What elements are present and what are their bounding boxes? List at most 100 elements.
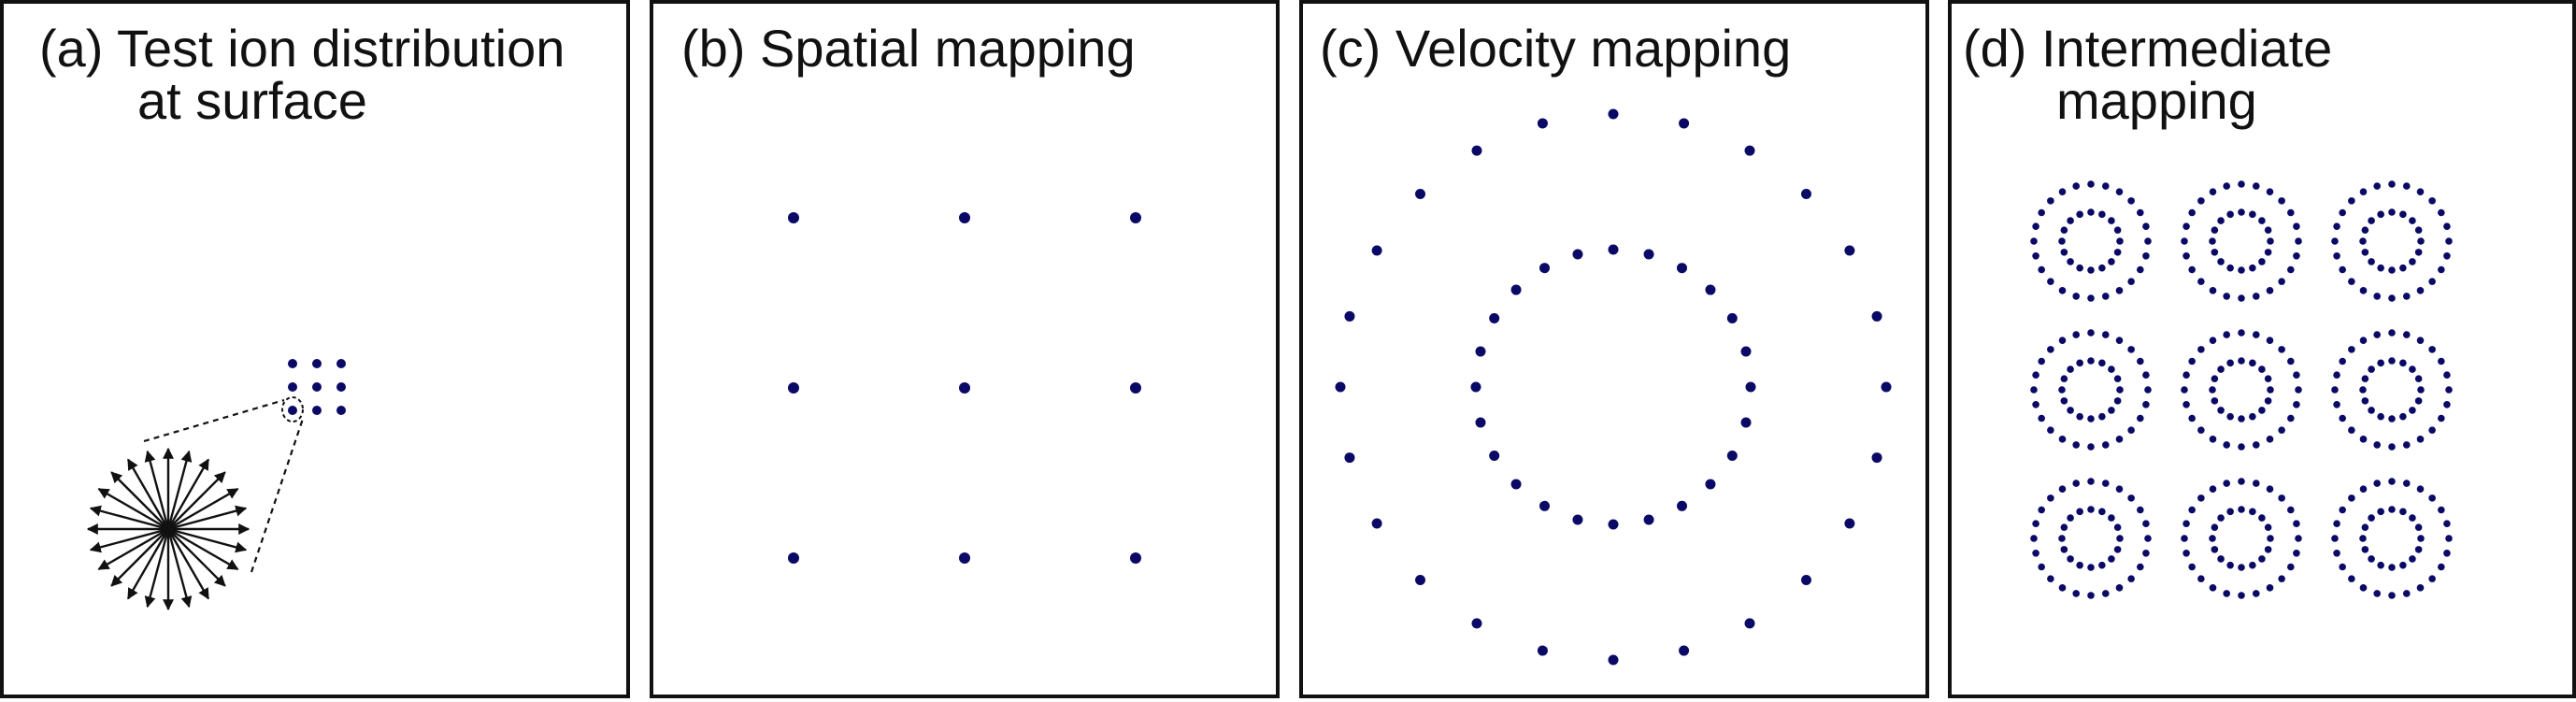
test-ion-dot: [312, 382, 322, 392]
intermediate-dot-inner: [2264, 249, 2272, 256]
intermediate-dot-inner: [2238, 266, 2245, 274]
intermediate-dot-inner: [2377, 210, 2384, 219]
intermediate-dot-outer: [2072, 480, 2081, 487]
intermediate-dot-outer: [2127, 494, 2135, 502]
panel-b-spatial-mapping: (b) Spatial mapping: [650, 0, 1280, 698]
velocity-arrow: [97, 527, 169, 571]
intermediate-dot-outer: [2038, 357, 2045, 365]
intermediate-dot-inner: [2249, 359, 2256, 367]
intermediate-dot-outer: [2047, 575, 2054, 582]
intermediate-dot-inner: [2060, 226, 2068, 234]
panel-d-title: (d) Intermediate mapping: [1963, 22, 2332, 127]
intermediate-dot-inner: [2377, 412, 2384, 421]
intermediate-dot-outer: [2348, 494, 2355, 502]
velocity-arrow: [126, 528, 170, 600]
intermediate-dot-outer: [2072, 331, 2081, 338]
velocity-dot-inner: [1726, 451, 1738, 461]
intermediate-dot-outer: [2182, 549, 2190, 557]
intermediate-dot-inner: [2060, 397, 2068, 405]
intermediate-dot-outer: [2373, 441, 2382, 449]
zoom-line: [250, 418, 305, 573]
spatial-dot: [959, 382, 970, 394]
intermediate-dot-outer: [2032, 222, 2039, 231]
intermediate-dot-inner: [2116, 535, 2124, 542]
intermediate-dot-inner: [2067, 365, 2074, 373]
intermediate-dot-outer: [2416, 584, 2425, 592]
intermediate-dot-outer: [2182, 251, 2190, 260]
intermediate-dot-outer: [2115, 584, 2124, 592]
intermediate-dot-outer: [2182, 371, 2190, 380]
panel-c-title: (c) Velocity mapping: [1320, 22, 1791, 75]
intermediate-dot-outer: [2038, 414, 2045, 423]
intermediate-dot-outer: [2416, 485, 2425, 493]
velocity-dot-outer: [1537, 118, 1548, 129]
spatial-dot: [959, 552, 970, 564]
intermediate-dot-inner: [2249, 412, 2256, 421]
spatial-mapping-diagram: [788, 212, 1141, 564]
intermediate-dot-outer: [2181, 535, 2188, 542]
intermediate-dot-outer: [2287, 506, 2295, 514]
intermediate-dot-outer: [2388, 478, 2396, 485]
velocity-dot-inner: [1740, 346, 1752, 357]
velocity-dot-outer: [1844, 245, 1855, 256]
intermediate-dot-inner: [2264, 523, 2272, 531]
intermediate-dot-inner: [2267, 386, 2274, 394]
intermediate-dot-outer: [2142, 400, 2150, 408]
intermediate-dot-outer: [2266, 287, 2274, 294]
intermediate-dot-outer: [2373, 590, 2382, 597]
intermediate-dot-inner: [2217, 217, 2225, 224]
intermediate-dot-outer: [2287, 414, 2295, 423]
intermediate-dot-outer: [2388, 592, 2396, 599]
intermediate-dot-outer: [2188, 414, 2196, 423]
velocity-arrow: [110, 471, 169, 530]
intermediate-dot-outer: [2209, 287, 2217, 294]
intermediate-dot-outer: [2142, 371, 2150, 380]
intermediate-dot-outer: [2238, 592, 2245, 599]
intermediate-dot-outer: [2127, 278, 2135, 285]
intermediate-dot-outer: [2348, 575, 2355, 582]
intermediate-dot-inner: [2414, 523, 2423, 531]
panel-b-title-line1: (b) Spatial mapping: [681, 19, 1136, 78]
velocity-dot-inner: [1643, 249, 1654, 260]
intermediate-dot-outer: [2348, 346, 2355, 353]
intermediate-dot-outer: [2445, 386, 2453, 394]
intermediate-dot-inner: [2108, 365, 2115, 373]
intermediate-dot-outer: [2137, 563, 2144, 571]
intermediate-dot-outer: [2030, 386, 2038, 394]
velocity-arrow: [167, 487, 239, 531]
intermediate-dot-outer: [2339, 563, 2346, 571]
intermediate-dot-outer: [2443, 400, 2451, 408]
intermediate-dot-outer: [2348, 426, 2355, 434]
intermediate-dot-outer: [2359, 436, 2368, 443]
intermediate-dot-outer: [2278, 494, 2285, 502]
velocity-arrow: [126, 458, 170, 530]
intermediate-dot-inner: [2087, 266, 2095, 274]
intermediate-dot-inner: [2060, 546, 2068, 553]
intermediate-dot-inner: [2076, 359, 2083, 367]
intermediate-dot-inner: [2377, 561, 2384, 569]
intermediate-dot-inner: [2060, 249, 2068, 256]
intermediate-dot-outer: [2058, 287, 2067, 294]
intermediate-dot-inner: [2361, 375, 2369, 382]
intermediate-dot-outer: [2428, 575, 2436, 582]
intermediate-dot-outer: [2188, 563, 2196, 571]
intermediate-dot-outer: [2087, 294, 2095, 302]
intermediate-dot-outer: [2252, 441, 2260, 449]
intermediate-dot-inner: [2209, 535, 2216, 542]
intermediate-dot-outer: [2428, 494, 2436, 502]
intermediate-dot-inner: [2076, 561, 2083, 569]
intermediate-dot-inner: [2388, 564, 2396, 571]
intermediate-dot-inner: [2211, 523, 2219, 531]
intermediate-dot-outer: [2127, 346, 2135, 353]
intermediate-dot-inner: [2361, 249, 2369, 256]
intermediate-dot-inner: [2060, 375, 2068, 382]
intermediate-dot-outer: [2032, 371, 2039, 380]
intermediate-dot-outer: [2087, 180, 2095, 188]
intermediate-dot-inner: [2359, 237, 2367, 245]
velocity-dot-outer: [1608, 108, 1619, 120]
intermediate-dot-outer: [2359, 337, 2368, 344]
intermediate-dot-inner: [2087, 564, 2095, 571]
intermediate-dot-outer: [2388, 180, 2396, 188]
spatial-dot: [959, 212, 970, 223]
intermediate-dot-inner: [2238, 415, 2245, 423]
